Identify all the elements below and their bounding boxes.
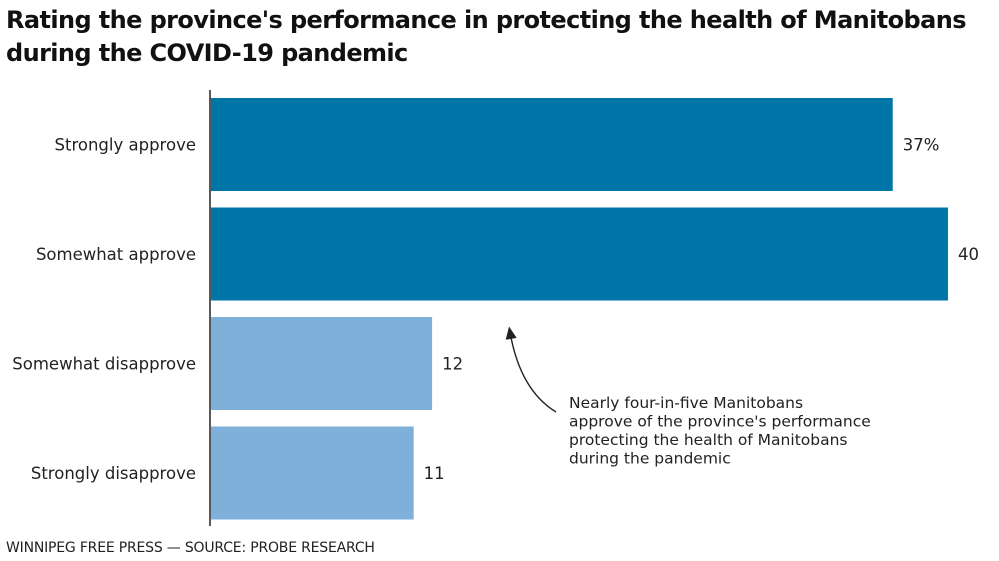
value-label-somewhat-approve: 40 [958,245,979,264]
annotation-line: protecting the health of Manitobans [569,431,848,449]
category-label-somewhat-approve: Somewhat approve [36,245,196,264]
bar-somewhat-disapprove [211,317,433,410]
chart-title: Rating the province's performance in pro… [6,6,966,67]
bar-strongly-approve [211,98,893,191]
value-label-strongly-approve: 37% [903,136,940,155]
bar-somewhat-approve [211,207,948,301]
category-label-strongly-disapprove: Strongly disapprove [31,464,196,483]
bar-strongly-disapprove [211,426,414,520]
annotation-arrow [505,326,557,413]
value-label-strongly-disapprove: 11 [424,464,445,483]
footer-source: WINNIPEG FREE PRESS — SOURCE: PROBE RESE… [6,540,375,556]
category-label-strongly-approve: Strongly approve [55,136,196,155]
value-label-somewhat-disapprove: 12 [442,355,463,374]
annotation-line: Nearly four-in-five Manitobans [569,394,803,412]
annotation-line: approve of the province's performance [569,413,871,431]
category-label-somewhat-disapprove: Somewhat disapprove [12,355,196,374]
annotation-text: Nearly four-in-five Manitobans approve of… [569,394,871,468]
annotation-line: during the pandemic [569,450,731,468]
